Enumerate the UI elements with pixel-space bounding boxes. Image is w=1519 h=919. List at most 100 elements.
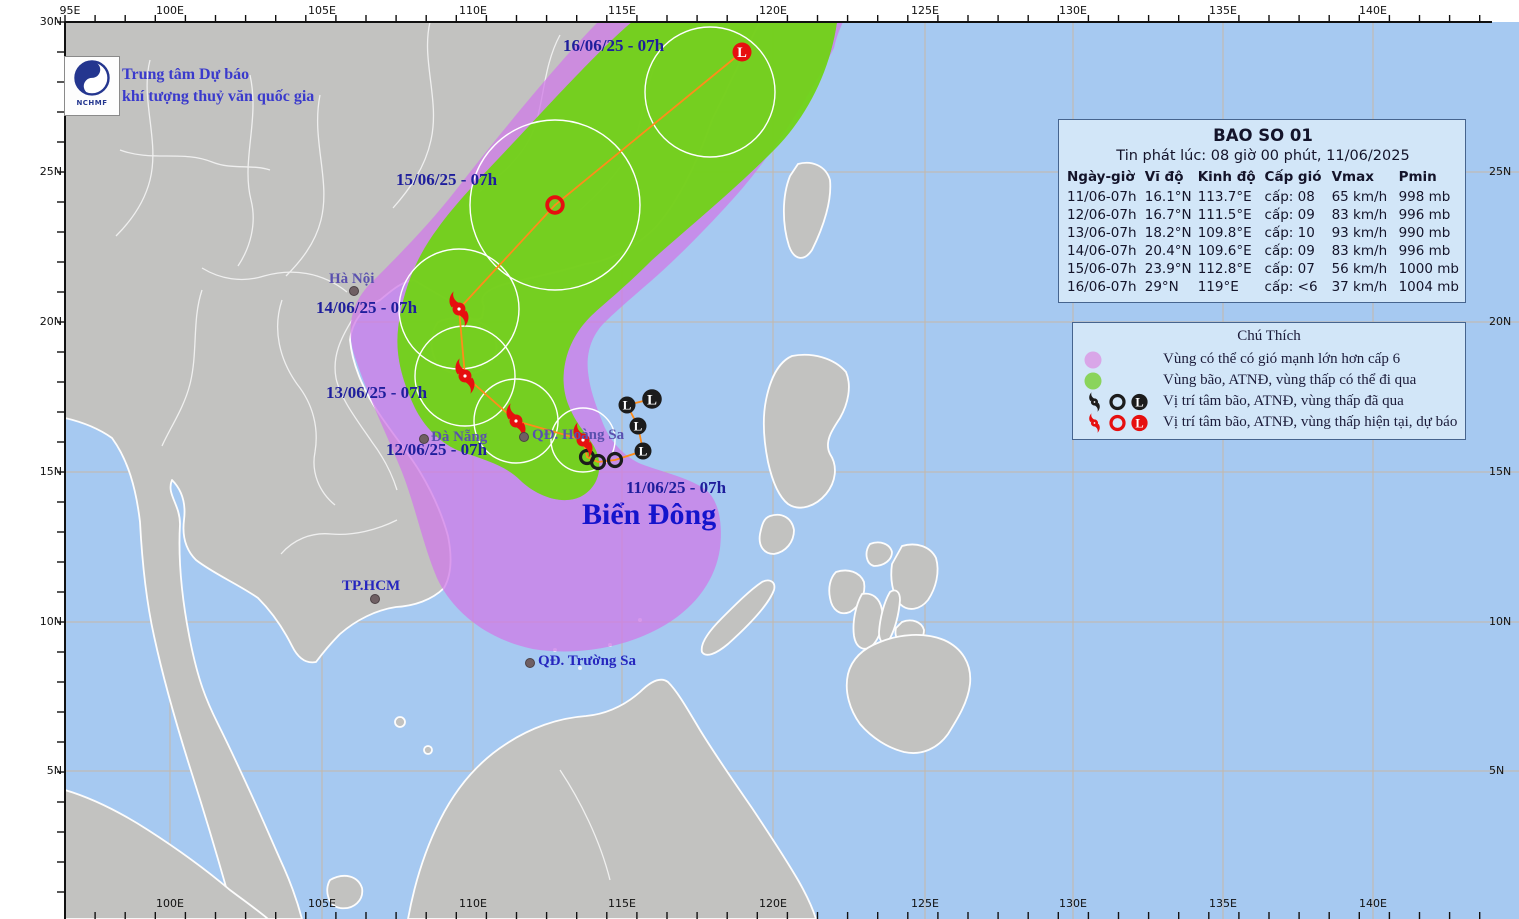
column-header: Cấp gió [1264, 169, 1322, 185]
axis-label: 110E [459, 897, 487, 910]
forecast-cell: 113.7°E [1197, 189, 1252, 205]
column-header: Ngày-giờ [1067, 169, 1135, 185]
forecast-cell: 14/06-07h [1067, 243, 1137, 259]
sumatra-island [65, 789, 269, 919]
city-label: TP.HCM [342, 578, 401, 594]
storm-info-panel: BAO SO 01 Tin phát lúc: 08 giờ 00 phút, … [1058, 119, 1466, 303]
axis-label: 25N [1489, 165, 1512, 178]
axis-label: 5N [1489, 764, 1505, 777]
nchmf-logo: NCHMF [64, 56, 120, 116]
axis-label: 15N [1489, 465, 1512, 478]
forecast-cell: 119°E [1197, 279, 1239, 295]
forecast-cell: 1004 mb [1398, 279, 1459, 295]
forecast-cell: 16.7°N [1144, 207, 1192, 223]
axis-label: 125E [911, 4, 939, 17]
forecast-date-label: 16/06/25 - 07h [563, 36, 665, 55]
axis-label: 130E [1059, 4, 1087, 17]
axis-label: 135E [1209, 897, 1237, 910]
forecast-cell: cấp: 07 [1264, 261, 1315, 277]
city-marker-dot [419, 434, 429, 444]
nchmf-logo-text: NCHMF [76, 99, 108, 107]
luzon-island [762, 353, 850, 509]
storm-title: BAO SO 01 [1213, 126, 1313, 145]
forecast-date-label: 11/06/25 - 07h [626, 478, 727, 497]
forecast-cell: 18.2°N [1144, 225, 1192, 241]
axis-label: 10N [39, 615, 62, 628]
legend-item-label: Vị trí tâm bão, ATNĐ, vùng thấp đã qua [1163, 393, 1404, 409]
current-circle-icon [1109, 414, 1126, 431]
forecast-table: Ngày-giờ Vĩ độ Kinh độ Cấp gió Vmax Pmin 11/0… [1065, 169, 1461, 296]
axis-label: 20N [1489, 315, 1512, 328]
nchmf-logo-icon [74, 60, 110, 96]
forecast-cell: 990 mb [1398, 225, 1451, 241]
storm-passage-area [397, 22, 837, 501]
legend-item-label: Vùng bão, ATNĐ, vùng thấp có thể đi qua [1163, 372, 1417, 388]
axis-label: 15N [39, 465, 62, 478]
forecast-cell: 15/06-07h [1067, 261, 1137, 277]
axis-label: 30N [39, 15, 62, 28]
forecast-cell: 998 mb [1398, 189, 1451, 205]
column-header: Kinh độ [1197, 169, 1256, 185]
forecast-cell: cấp: <6 [1264, 279, 1318, 295]
city-marker-dot [525, 658, 535, 668]
org-line2: khí tượng thuỷ văn quốc gia [122, 88, 315, 105]
forecast-cell: 20.4°N [1144, 243, 1192, 259]
legend-title: Chú Thích [1237, 328, 1301, 344]
axis-label: 105E [308, 897, 336, 910]
city-marker-dot [370, 594, 380, 604]
bangka-island [326, 874, 364, 910]
forecast-row: 12/06-07h 16.7°N 111.5°E cấp: 09 83 km/h 996 … [1065, 206, 1461, 224]
forecast-date-label: 12/06/25 - 07h [386, 440, 488, 459]
forecast-date-label: 13/06/25 - 07h [326, 383, 428, 402]
axis-label: 125E [911, 897, 939, 910]
city-marker-dot [349, 286, 359, 296]
forecast-cell: 996 mb [1398, 243, 1451, 259]
axis-label: 10N [1489, 615, 1512, 628]
legend-item-icons [1079, 350, 1163, 370]
organization-name: Trung tâm Dự báo khí tượng thuỷ văn quốc… [122, 64, 314, 108]
forecast-cell: 56 km/h [1331, 261, 1388, 277]
axis-label: 135E [1209, 4, 1237, 17]
forecast-row: 11/06-07h 16.1°N 113.7°E cấp: 08 65 km/h 998 … [1065, 188, 1461, 206]
axis-label: 110E [459, 4, 487, 17]
green-area-icon [1084, 372, 1102, 389]
panay-island [828, 569, 866, 615]
borneo-island [407, 678, 817, 919]
city-label: Đà Nẵng [431, 429, 488, 445]
forecast-cell: 37 km/h [1331, 279, 1388, 295]
masbate-island [865, 541, 893, 567]
column-header: Vmax [1331, 169, 1374, 185]
forecast-cell: 13/06-07h [1067, 225, 1137, 241]
forecast-cell: 996 mb [1398, 207, 1451, 223]
legend-item-icons [1079, 412, 1163, 434]
forecast-cell: 23.9°N [1144, 261, 1192, 277]
axis-label: 100E [156, 4, 184, 17]
city-label: QĐ. Trường Sa [538, 653, 637, 669]
forecast-cell: 109.6°E [1197, 243, 1252, 259]
taiwan-island [783, 161, 832, 259]
column-header: Vĩ độ [1144, 169, 1184, 185]
city-label: QĐ. Hoàng Sa [532, 427, 625, 443]
axis-label: 140E [1359, 897, 1387, 910]
city-marker-dot [519, 432, 529, 442]
axis-ticks [57, 15, 1481, 919]
palawan-island [700, 579, 776, 656]
current-low-icon [1131, 414, 1148, 431]
legend-item-label: Vùng có thể có gió mạnh lớn hơn cấp 6 [1163, 351, 1401, 367]
forecast-cell: 16/06-07h [1067, 279, 1137, 295]
past-circle-icon [1109, 393, 1126, 410]
forecast-cell: 93 km/h [1331, 225, 1388, 241]
axis-label: 120E [759, 4, 787, 17]
axis-label: 25N [39, 165, 62, 178]
forecast-cell: 1000 mb [1398, 261, 1459, 277]
forecast-cell: 65 km/h [1331, 189, 1388, 205]
forecast-cell: cấp: 09 [1264, 243, 1315, 259]
axis-label: 115E [608, 4, 636, 17]
forecast-date-label: 14/06/25 - 07h [316, 298, 418, 317]
axis-label: 120E [759, 897, 787, 910]
forecast-row: 13/06-07h 18.2°N 109.8°E cấp: 10 93 km/h 990 … [1065, 224, 1461, 242]
forecast-row: 14/06-07h 20.4°N 109.6°E cấp: 09 83 km/h 996 … [1065, 242, 1461, 260]
axis-label: 95E [59, 4, 81, 17]
forecast-cell: 16.1°N [1144, 189, 1192, 205]
